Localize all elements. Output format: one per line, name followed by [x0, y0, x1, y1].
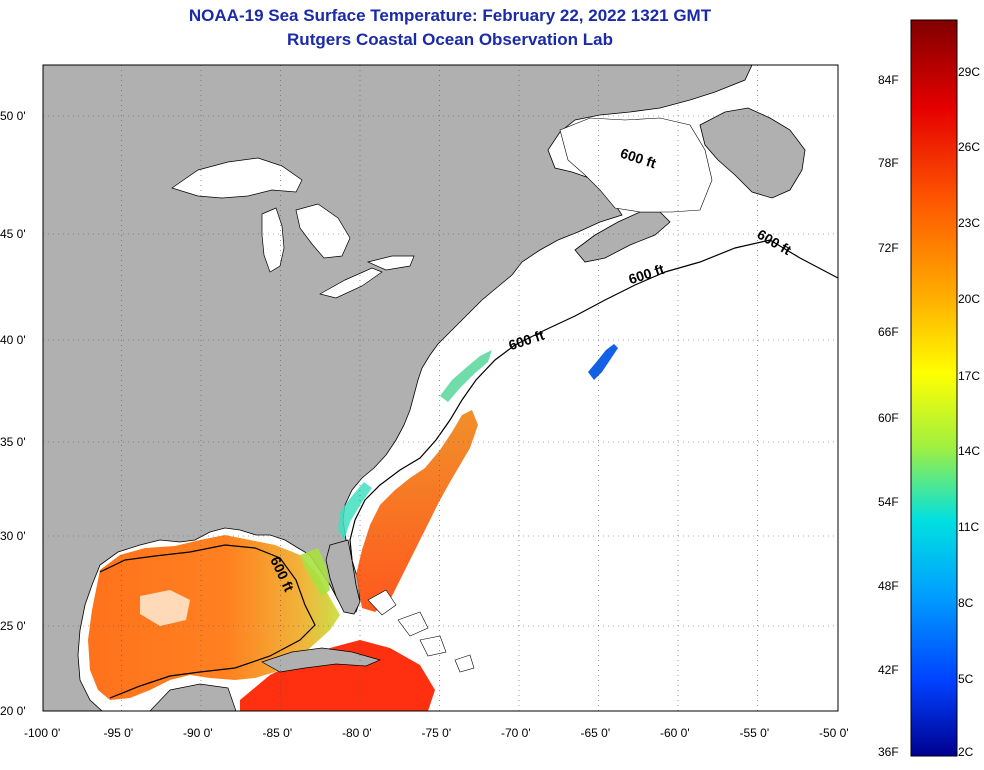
great-lakes: [171, 157, 415, 299]
map-subtitle: Rutgers Coastal Ocean Observation Lab: [287, 30, 613, 49]
lake-superior: [171, 157, 303, 199]
lake-ontario: [366, 255, 415, 271]
lon-tick-label: -75 0': [421, 726, 452, 740]
lake-erie: [319, 267, 383, 299]
fahrenheit-label: 78F: [878, 156, 899, 170]
celsius-label: 20C: [958, 292, 981, 306]
fahrenheit-label: 42F: [878, 663, 899, 677]
lon-tick-label: -60 0': [660, 726, 690, 740]
lat-tick-label: 25 0': [0, 619, 26, 633]
fahrenheit-label: 66F: [878, 325, 899, 339]
lat-tick-label: 20 0': [0, 704, 26, 718]
lon-tick-label: -95 0': [103, 726, 134, 740]
island: [397, 611, 429, 637]
sst-gulf-white-patch: [140, 590, 190, 626]
lon-tick-label: -65 0': [580, 726, 611, 740]
map-area: [43, 65, 838, 711]
fahrenheit-label: 72F: [878, 241, 899, 255]
fahrenheit-label: 60F: [878, 411, 899, 425]
lat-tick-label: 45 0': [0, 227, 26, 241]
lat-tick-label: 50 0': [0, 109, 26, 123]
fahrenheit-label: 36F: [878, 745, 899, 759]
sst-florida-shelf: [300, 548, 330, 596]
celsius-label: 11C: [958, 520, 980, 534]
land-newfoundland: [699, 107, 806, 199]
lake-michigan: [261, 207, 285, 273]
lon-tick-label: -100 0': [24, 726, 61, 740]
celsius-label: 29C: [958, 65, 981, 79]
map-frame: [42, 64, 839, 712]
colorbar: [910, 19, 958, 757]
fahrenheit-label: 48F: [878, 579, 899, 593]
lon-tick-label: -50 0': [819, 726, 849, 740]
lon-tick-label: -55 0': [739, 726, 770, 740]
lon-tick-label: -70 0': [501, 726, 531, 740]
lon-tick-label: -85 0': [262, 726, 293, 740]
lon-tick-label: -90 0': [183, 726, 213, 740]
celsius-label: 26C: [958, 140, 981, 154]
isobath-600ft: [99, 239, 838, 699]
sst-caribbean: [240, 640, 435, 711]
island: [367, 589, 397, 616]
sst-shelf-cool-water: [338, 482, 372, 540]
celsius-label: 17C: [958, 369, 981, 383]
fahrenheit-label: 84F: [878, 73, 899, 87]
lat-tick-label: 35 0': [0, 435, 26, 449]
sst-cold-patch: [588, 344, 618, 380]
lat-tick-label: 30 0': [0, 529, 26, 543]
map-title: NOAA-19 Sea Surface Temperature: Februar…: [188, 6, 712, 25]
celsius-label: 8C: [958, 596, 974, 610]
isobath-line-gulf: [99, 544, 316, 699]
water-gulf-st-lawrence: [559, 117, 713, 213]
lon-tick-label: -80 0': [342, 726, 372, 740]
sst-hatteras-band: [440, 350, 492, 402]
celsius-label: 23C: [958, 216, 981, 230]
lake-huron: [295, 203, 351, 259]
celsius-label: 5C: [958, 672, 974, 686]
celsius-label: 2C: [958, 745, 974, 759]
land-cuba: [261, 647, 382, 673]
bahamas-islands: [367, 589, 475, 673]
land-yucatan: [149, 683, 237, 711]
isobath-line-atlantic: [349, 239, 838, 561]
fahrenheit-label: 54F: [878, 495, 899, 509]
celsius-label: 14C: [958, 444, 981, 458]
land-nova-scotia: [574, 211, 671, 263]
lat-tick-label: 40 0': [0, 333, 26, 347]
sst-gulf-stream: [356, 410, 478, 612]
land-north-america: [43, 65, 753, 711]
island: [454, 654, 475, 673]
